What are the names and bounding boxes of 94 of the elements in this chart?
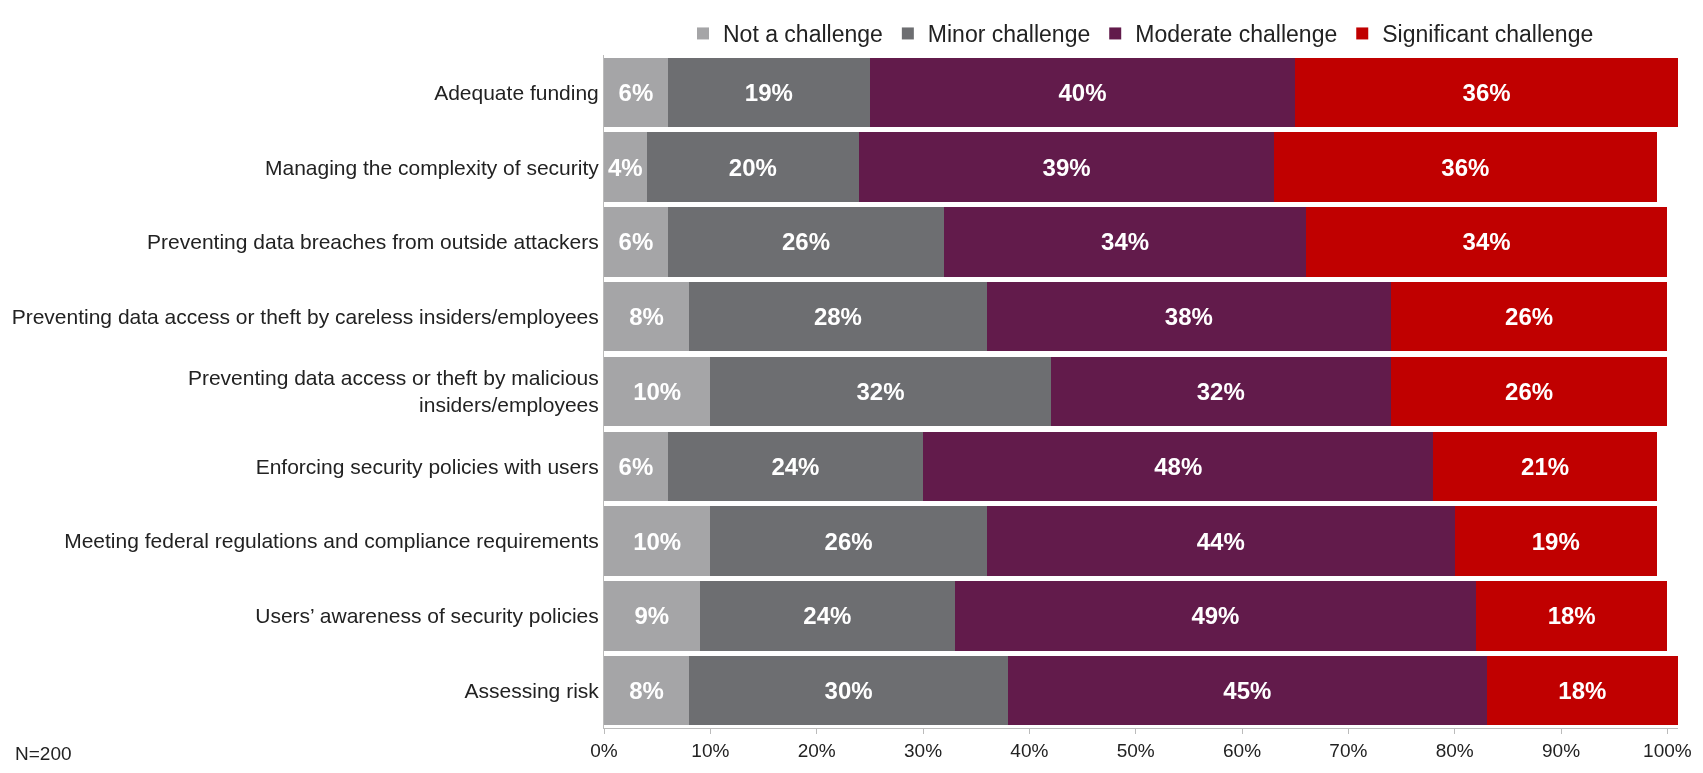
bar xyxy=(1433,431,1657,502)
bar xyxy=(646,132,860,202)
bar xyxy=(1486,655,1678,726)
bar xyxy=(604,207,668,277)
bar xyxy=(604,581,700,651)
legend-label: Minor challenge xyxy=(927,21,1091,48)
data-label: 10% xyxy=(633,527,682,555)
data-label: 34% xyxy=(1101,228,1150,256)
y-tick-label: Preventing data access or theft by malicious insiders/employees xyxy=(187,366,599,417)
bar xyxy=(699,581,955,651)
data-label: 26% xyxy=(1505,378,1554,405)
data-label: 8% xyxy=(629,303,664,331)
x-tick-label: 80% xyxy=(1435,739,1474,761)
x-tick-label: 60% xyxy=(1223,739,1262,761)
x-tick-label: 30% xyxy=(903,739,943,761)
data-label: 36% xyxy=(1441,153,1490,181)
data-label: 4% xyxy=(607,153,643,181)
y-tick-label: Managing the complexity of security xyxy=(264,155,600,179)
bar xyxy=(604,356,711,427)
data-label: 6% xyxy=(618,228,654,256)
bar xyxy=(1273,132,1657,202)
y-tick-label: Assessing risk xyxy=(464,678,600,702)
data-label: 34% xyxy=(1462,228,1511,256)
y-tick-label: Adequate funding xyxy=(434,80,599,104)
data-label: 26% xyxy=(824,527,873,555)
data-label: 18% xyxy=(1558,677,1607,705)
data-label: 26% xyxy=(1505,303,1554,331)
data-label: 36% xyxy=(1462,78,1511,106)
data-label: 18% xyxy=(1547,602,1596,630)
data-label: 40% xyxy=(1058,78,1107,106)
x-tick-label: 20% xyxy=(797,739,836,761)
bar xyxy=(604,281,690,352)
bar xyxy=(1475,581,1668,651)
x-tick-label: 90% xyxy=(1542,739,1581,761)
bar xyxy=(604,655,690,726)
data-label: 9% xyxy=(634,602,670,630)
x-tick-label: 10% xyxy=(691,739,730,761)
data-label: 48% xyxy=(1154,452,1203,480)
data-label: 19% xyxy=(744,78,793,106)
legend-label: Not a challenge xyxy=(723,21,883,48)
y-tick-label: Preventing data breaches from outside attackers xyxy=(147,230,599,254)
data-label: 20% xyxy=(728,153,777,181)
bar xyxy=(986,506,1455,576)
data-label: 39% xyxy=(1042,153,1091,181)
x-tick-label: 50% xyxy=(1116,739,1155,761)
x-tick-label: 0% xyxy=(590,739,618,761)
data-label: 30% xyxy=(824,677,873,705)
text: N=200 xyxy=(15,743,72,764)
data-label: 6% xyxy=(618,78,654,106)
data-label: 45% xyxy=(1223,677,1272,705)
data-label: 24% xyxy=(803,602,852,630)
bar xyxy=(710,356,1051,427)
data-label: 38% xyxy=(1164,303,1213,331)
bar xyxy=(710,506,987,576)
y-tick-label: Users’ awareness of security policies xyxy=(255,604,599,628)
x-tick-label: 70% xyxy=(1329,739,1368,761)
bar xyxy=(667,57,870,128)
bar xyxy=(1008,655,1487,726)
data-label: 21% xyxy=(1521,452,1570,480)
data-label: 32% xyxy=(1196,378,1245,405)
data-label: 49% xyxy=(1191,602,1240,630)
data-label: 19% xyxy=(1531,527,1580,555)
bar xyxy=(1390,281,1668,352)
bar xyxy=(986,281,1391,352)
bar xyxy=(604,431,668,502)
bar xyxy=(923,431,1434,502)
data-label: 26% xyxy=(782,228,831,256)
data-label: 8% xyxy=(629,677,664,705)
bar xyxy=(859,132,1274,202)
data-label: 44% xyxy=(1196,527,1245,555)
bar xyxy=(689,281,987,352)
bar xyxy=(944,207,1306,277)
x-tick-label: 40% xyxy=(1010,739,1049,761)
bar xyxy=(954,581,1476,651)
data-label: 32% xyxy=(856,378,905,405)
bar xyxy=(1050,356,1391,427)
data-label: 28% xyxy=(813,303,862,331)
data-label: 10% xyxy=(633,378,682,405)
y-tick-label: Meeting federal regulations and compliance requirements xyxy=(64,529,599,553)
y-tick-label: Preventing data access or theft by careless insiders/employees xyxy=(11,305,599,329)
y-tick-label: Enforcing security policies with users xyxy=(255,454,599,478)
legend-label: Significant challenge xyxy=(1382,21,1594,48)
bar xyxy=(1390,356,1668,427)
data-label: 6% xyxy=(618,452,654,480)
bar xyxy=(604,57,668,128)
bar xyxy=(604,506,711,576)
data-label: 24% xyxy=(771,452,820,480)
bar xyxy=(1305,207,1668,277)
bar xyxy=(1454,506,1657,576)
legend-label: Moderate challenge xyxy=(1135,21,1338,48)
x-tick-label: 100% xyxy=(1643,739,1692,761)
bar xyxy=(667,431,924,502)
bar xyxy=(689,655,1009,726)
bar xyxy=(667,207,945,277)
